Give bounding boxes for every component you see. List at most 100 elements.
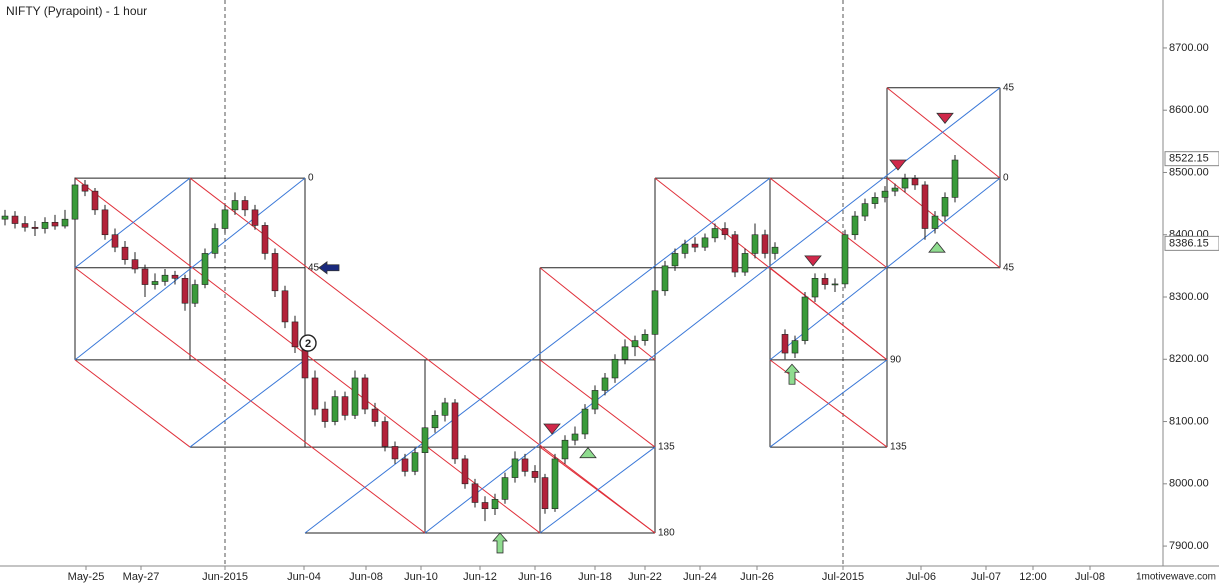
candle-body	[191, 284, 199, 304]
candle-body	[531, 471, 539, 478]
price-label-box	[1164, 235, 1219, 251]
candle-body	[711, 228, 719, 239]
candle-body	[951, 159, 959, 198]
candle-body	[561, 439, 569, 460]
candle-body	[751, 234, 759, 254]
candle-body	[731, 234, 739, 273]
signal-marker	[579, 447, 597, 459]
candle-body	[701, 237, 709, 248]
x-tick-label: Jun-10	[404, 571, 438, 583]
candle-body	[371, 408, 379, 422]
candle-body	[941, 197, 949, 217]
candle-body	[621, 346, 629, 360]
x-tick-label: Jul-07	[971, 571, 1001, 583]
candle-body	[551, 458, 559, 510]
candle-body	[271, 253, 279, 292]
candle-body	[461, 458, 469, 485]
level-label: 45	[1003, 262, 1015, 273]
x-tick-label: May-27	[123, 571, 160, 583]
x-tick-label: Jun-2015	[202, 571, 248, 583]
candle-body	[791, 340, 799, 354]
candle-body	[41, 221, 49, 229]
candle-body	[161, 274, 169, 282]
candle-body	[851, 215, 859, 236]
pyrapoint-line	[74, 359, 191, 448]
y-tick-label: 8300.00	[1169, 291, 1209, 303]
x-tick-label: 12:00	[1019, 571, 1047, 583]
candle-body	[311, 377, 319, 410]
price-label: 8386.15	[1169, 237, 1209, 249]
signal-marker	[889, 159, 907, 171]
candle-body	[541, 477, 549, 510]
candle-body	[291, 321, 299, 348]
candle-body	[511, 458, 519, 478]
x-tick-label: Jul-2015	[822, 571, 864, 583]
candle-body	[31, 226, 39, 229]
candle-body	[841, 234, 849, 285]
candle-body	[141, 268, 149, 285]
y-tick-label: 8600.00	[1169, 104, 1209, 116]
pyrapoint-line	[886, 87, 1001, 179]
pyrapoint-line	[74, 177, 306, 361]
candle-body	[611, 358, 619, 379]
candle-body	[171, 274, 179, 279]
candle-body	[51, 221, 59, 227]
signal-marker	[928, 241, 946, 253]
level-label: 45	[1003, 82, 1015, 93]
candle-body	[111, 234, 119, 248]
x-tick-label: Jun-26	[740, 571, 774, 583]
candle-body	[361, 377, 369, 410]
level-label: 90	[890, 355, 902, 366]
candle-body	[261, 225, 269, 254]
candle-body	[201, 253, 209, 285]
candle-body	[821, 278, 829, 285]
level-label: 0	[308, 173, 314, 184]
candle-body	[691, 243, 699, 248]
x-tick-label: Jun-12	[463, 571, 497, 583]
candle-body	[131, 259, 139, 270]
watermark: 1motivewave.com	[1136, 572, 1216, 583]
wave-label: 2	[305, 338, 311, 350]
y-tick-label: 7900.00	[1169, 540, 1209, 552]
x-tick-label: Jul-08	[1075, 571, 1105, 583]
candle-body	[1, 215, 9, 220]
y-tick-label: 8100.00	[1169, 415, 1209, 427]
candle-body	[81, 184, 89, 192]
candle-body	[211, 228, 219, 254]
price-label: 8522.15	[1169, 153, 1209, 165]
level-label: 0	[1003, 173, 1009, 184]
candle-body	[581, 408, 589, 435]
candle-body	[761, 234, 769, 254]
candle-body	[861, 203, 869, 217]
candle-body	[421, 427, 429, 453]
chart-title: NIFTY (Pyrapoint) - 1 hour	[6, 4, 147, 18]
x-tick-label: Jun-22	[628, 571, 662, 583]
pyrapoint-line	[769, 177, 1001, 361]
pyrapoint-line	[304, 177, 771, 534]
level-label: 135	[658, 442, 675, 453]
y-tick-label: 8200.00	[1169, 353, 1209, 365]
candle-body	[521, 458, 529, 472]
candle-body	[351, 377, 359, 416]
signal-marker	[936, 112, 954, 124]
pyrapoint-line	[74, 267, 426, 534]
price-label-box	[1164, 151, 1219, 167]
x-tick-label: Jun-08	[349, 571, 383, 583]
candle-body	[251, 209, 259, 226]
level-label: 180	[658, 528, 675, 539]
candle-body	[901, 178, 909, 189]
pyrapoint-line	[189, 359, 306, 448]
candle-body	[891, 187, 899, 192]
signal-marker	[804, 255, 822, 267]
candle-body	[771, 246, 779, 254]
candle-body	[681, 243, 689, 254]
signal-marker	[318, 260, 340, 275]
candle-body	[341, 396, 349, 416]
level-label: 45	[308, 262, 320, 273]
signal-marker	[492, 532, 508, 554]
candle-body	[741, 253, 749, 273]
candle-body	[631, 340, 639, 348]
candle-body	[881, 190, 889, 198]
